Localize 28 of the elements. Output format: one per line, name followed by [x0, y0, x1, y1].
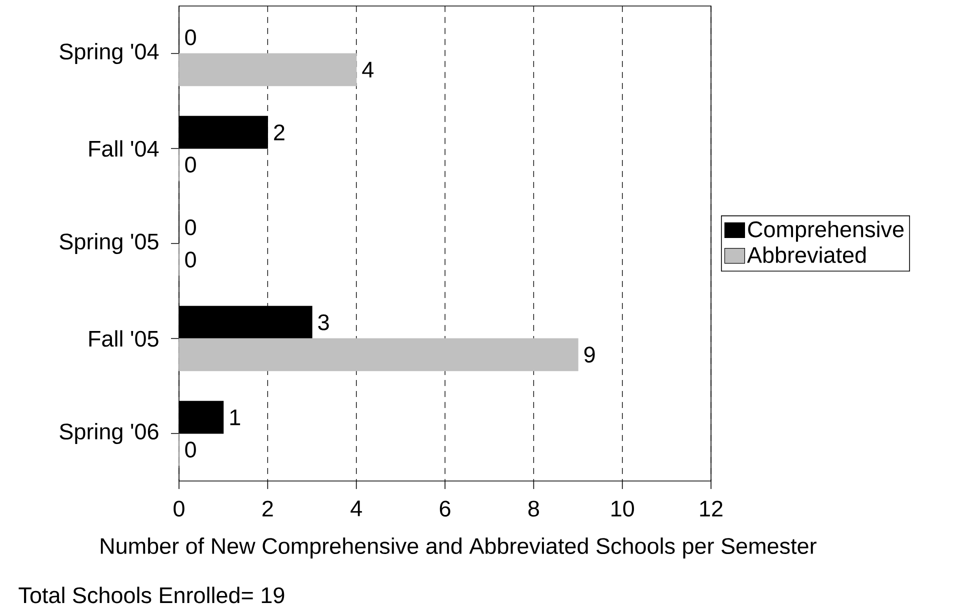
- data-label: 4: [362, 62, 374, 78]
- data-label: 0: [185, 219, 196, 236]
- legend-label: Abbreviated: [747, 246, 866, 264]
- x-tick-label: 12: [700, 500, 722, 516]
- data-label: 1: [230, 410, 240, 426]
- x-axis-title: Number of New Comprehensive and Abbreviated Schools per Semester: [100, 538, 816, 558]
- x-tick-label: 2: [262, 500, 273, 516]
- y-tick-label: Fall '05: [89, 330, 158, 347]
- x-tick-label: 6: [440, 500, 450, 517]
- legend-label: Comprehensive: [748, 220, 904, 242]
- y-tick-label: Spring '06: [60, 423, 158, 444]
- bar: [178, 338, 578, 372]
- y-tick-label: Spring '04: [60, 43, 159, 64]
- data-label: 0: [185, 156, 196, 173]
- data-label: 0: [185, 252, 196, 268]
- y-tick-label: Fall '04: [89, 140, 159, 157]
- data-label: 0: [185, 442, 196, 458]
- y-tick-label: Spring '05: [60, 233, 158, 254]
- x-tick-label: 8: [528, 500, 539, 517]
- x-tick-label: 4: [350, 500, 362, 516]
- text: Total Schools Enrolled= 19: [18, 586, 284, 604]
- data-label: 2: [274, 124, 284, 140]
- bar: [178, 53, 357, 86]
- data-label: 0: [185, 29, 196, 46]
- x-tick-label: 0: [174, 500, 184, 517]
- x-tick-label: 10: [612, 500, 634, 517]
- data-label: 9: [584, 346, 595, 363]
- data-label: 3: [318, 314, 329, 330]
